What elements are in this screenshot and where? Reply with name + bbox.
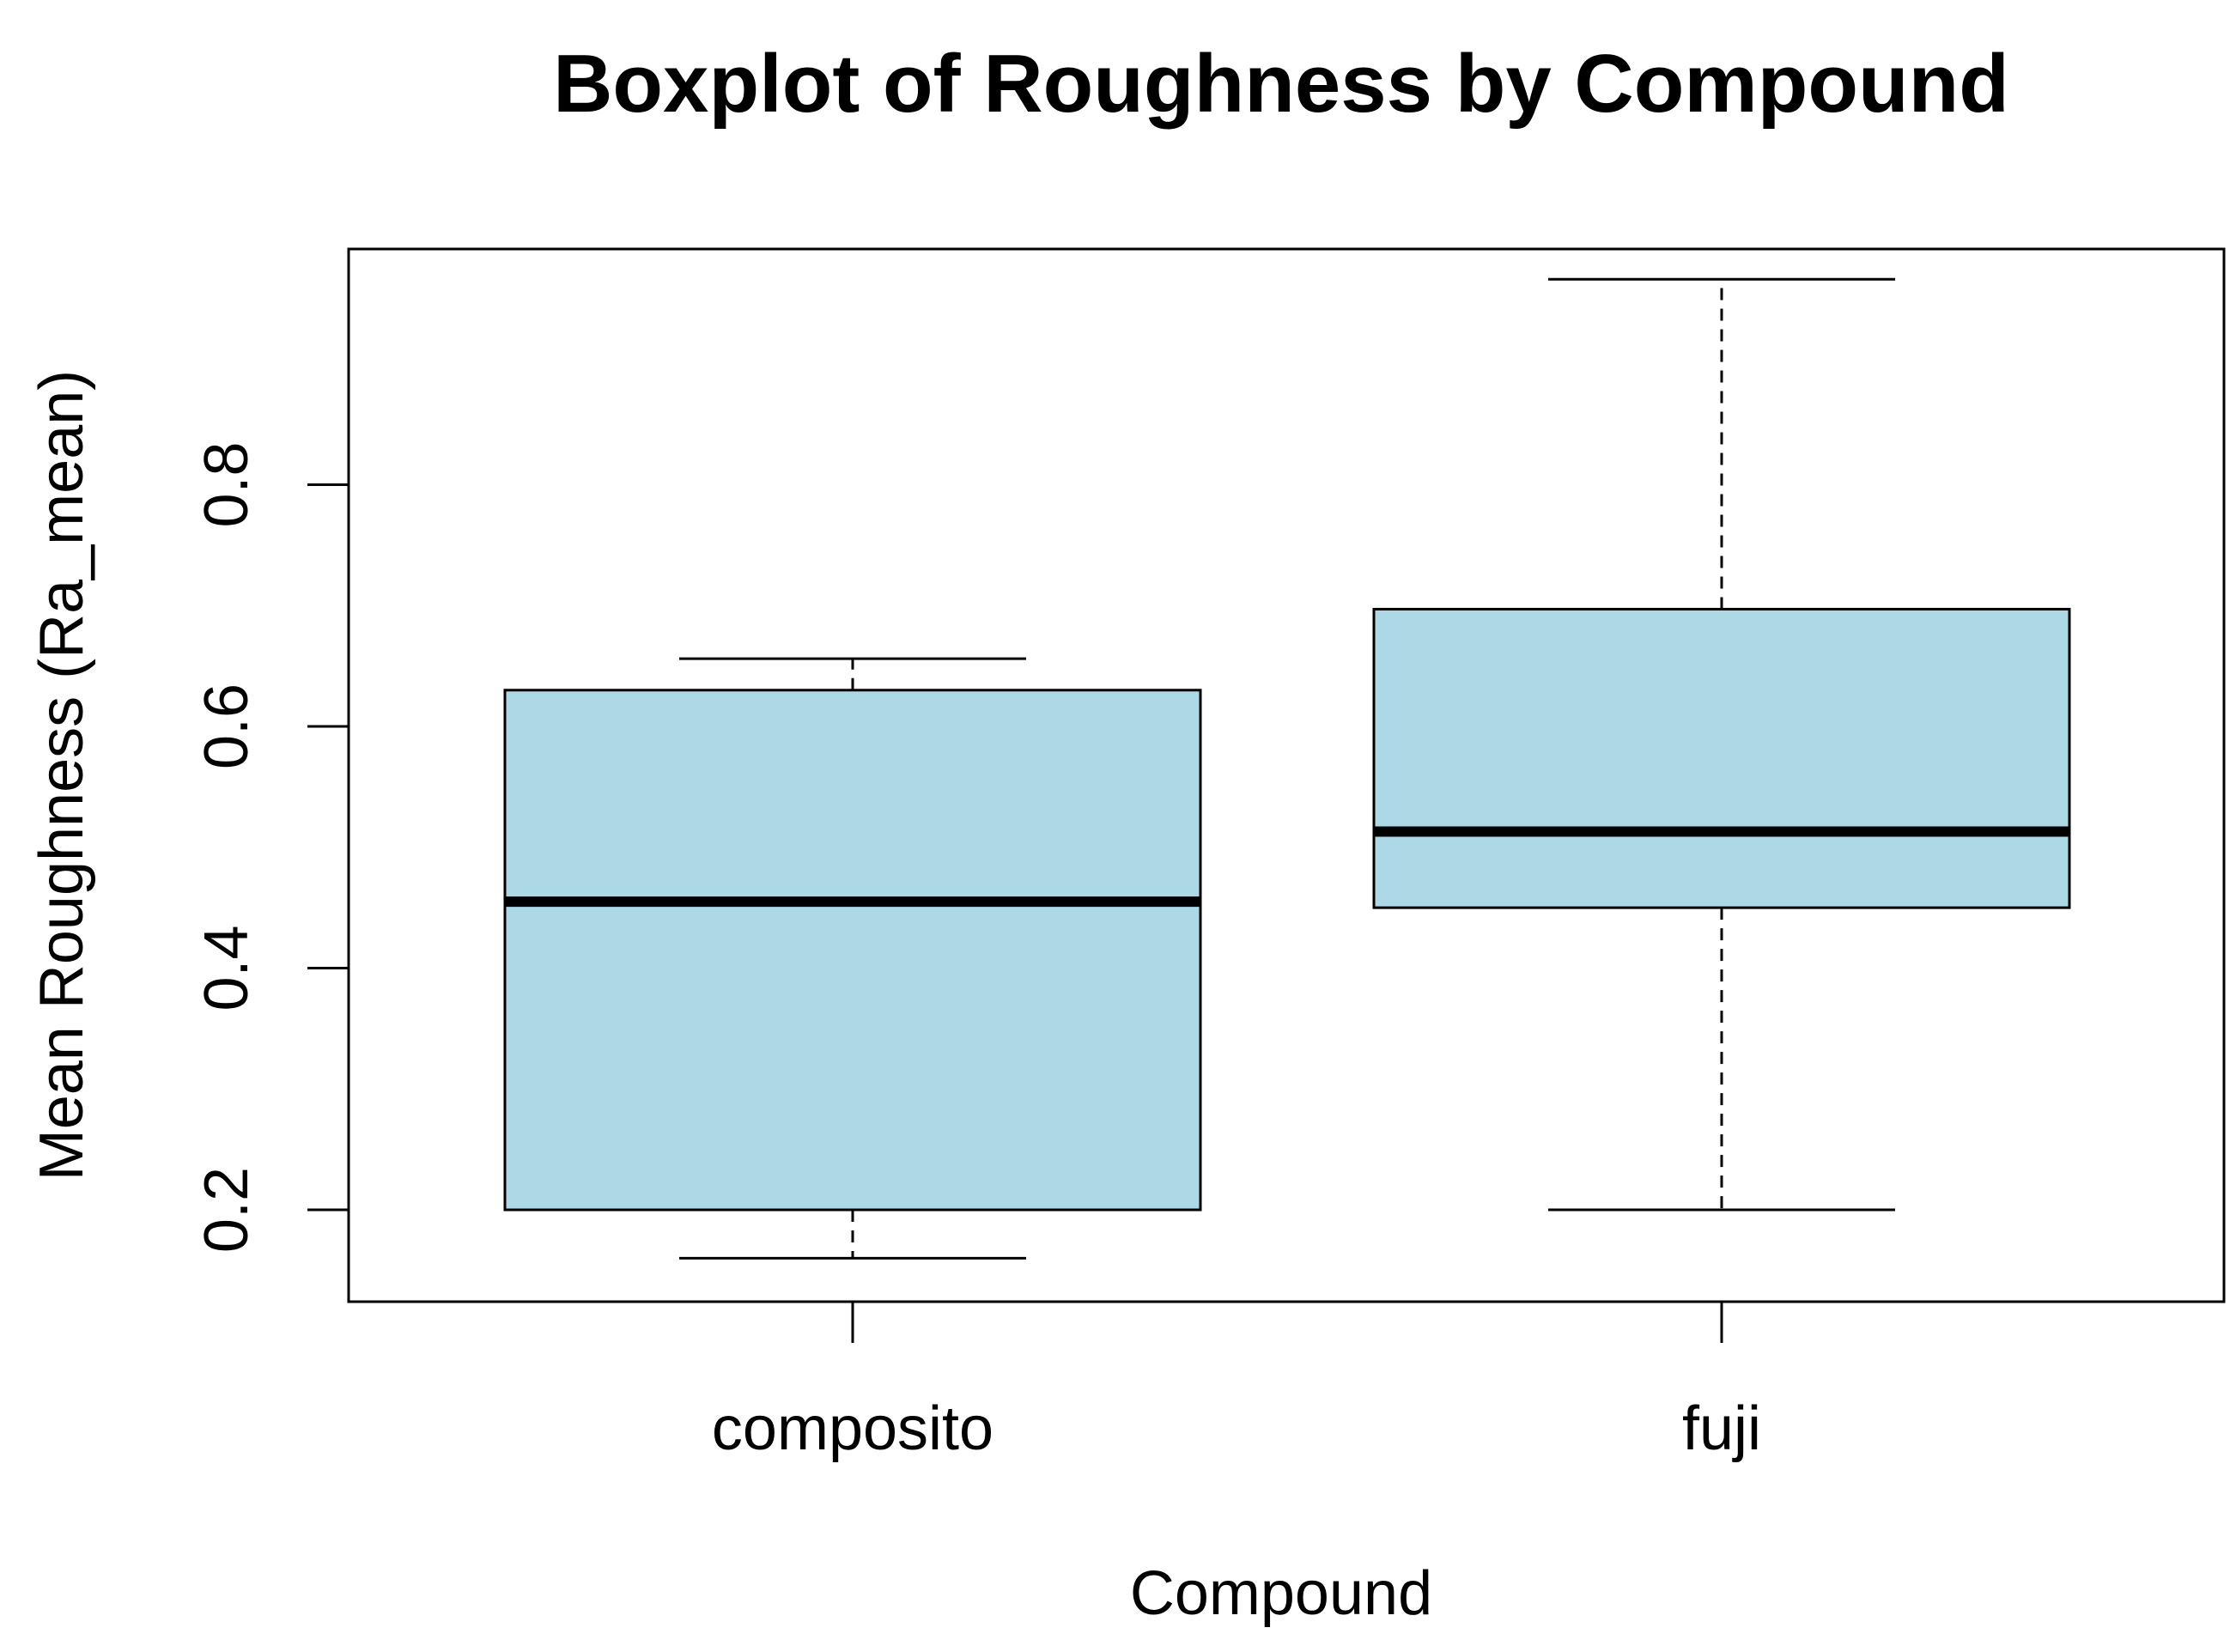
y-axis-label: Mean Roughness (Ra_mean): [27, 370, 96, 1181]
iqr-box: [1372, 607, 2071, 909]
x-tick-label: fuji: [1682, 1394, 1761, 1463]
y-tick-label: 0.8: [192, 441, 261, 527]
box-group-fuji: [1372, 277, 2071, 1212]
x-axis-label: Compound: [1130, 1559, 1432, 1628]
chart-title: Boxplot of Roughness by Compound: [553, 38, 2009, 130]
y-tick-label: 0.4: [192, 925, 261, 1011]
x-axis: composito fuji: [712, 1302, 1761, 1463]
y-axis: 0.2 0.4 0.6 0.8: [192, 441, 349, 1253]
box-group-composito: [503, 657, 1202, 1260]
boxes-layer: [503, 277, 2071, 1260]
x-tick-label: composito: [712, 1394, 993, 1463]
iqr-box: [503, 689, 1202, 1212]
plot-frame: [347, 247, 2226, 1303]
y-tick-label: 0.2: [192, 1167, 261, 1253]
y-tick-label: 0.6: [192, 683, 261, 769]
